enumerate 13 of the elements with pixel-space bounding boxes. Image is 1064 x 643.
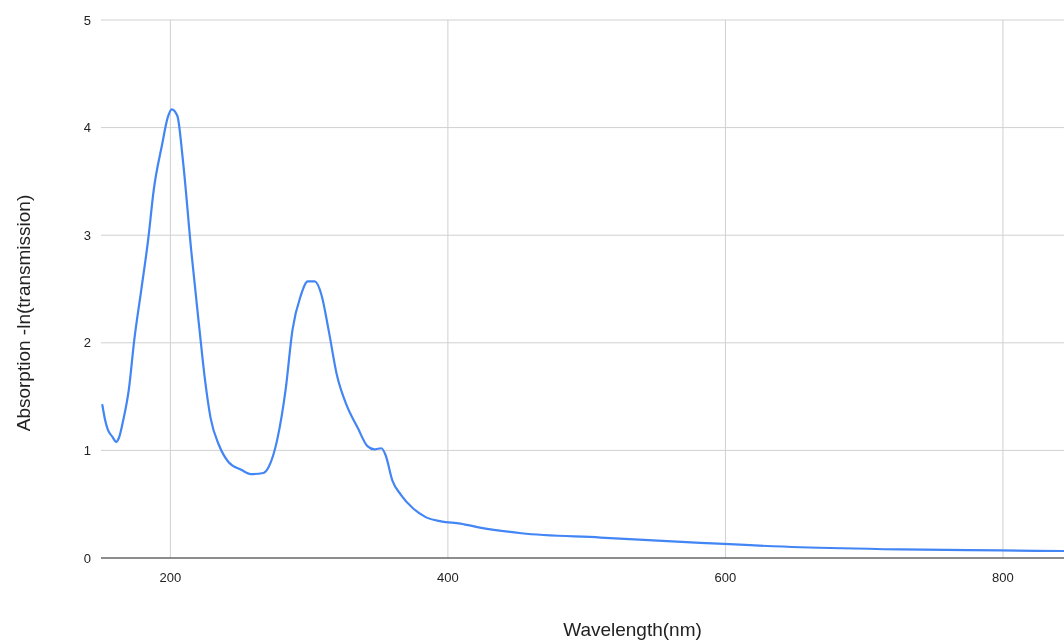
line-series [101, 108, 1064, 553]
y-tick-label: 1 [83, 442, 91, 458]
y-tick-label: 2 [83, 335, 91, 351]
x-tick-label: 600 [714, 570, 737, 585]
x-tick-label: 400 [437, 570, 459, 585]
y-tick-label: 0 [83, 550, 91, 566]
y-axis-title: Absorption -ln(transmission) [13, 194, 34, 432]
y-tick-label: 4 [83, 120, 91, 136]
x-axis-title: Wavelength(nm) [563, 619, 702, 640]
y-tick-label: 3 [83, 227, 91, 243]
x-tick-label: 800 [992, 570, 1014, 585]
y-tick-label: 5 [83, 12, 91, 28]
x-tick-label: 200 [159, 570, 182, 585]
